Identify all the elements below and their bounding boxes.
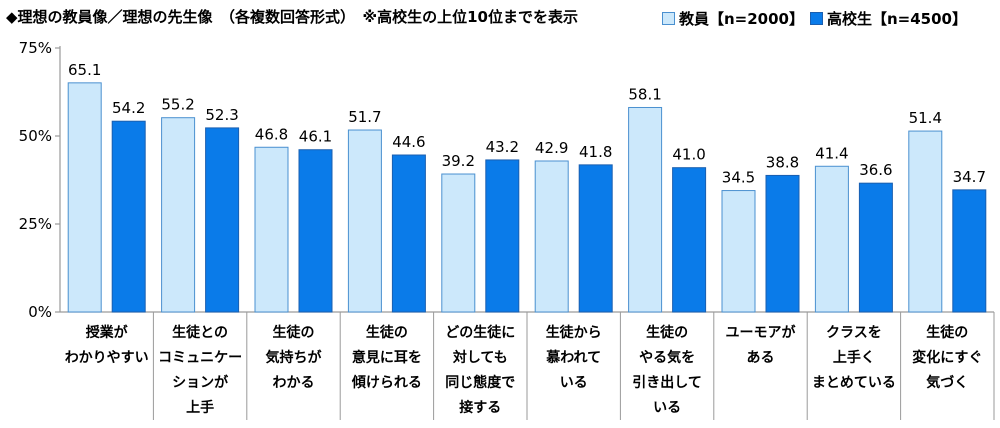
chart-title: ◆理想の教員像／理想の先生像 （各複数回答形式） ※高校生の上位10位までを表示	[6, 8, 578, 26]
category-label: 生徒との	[172, 324, 228, 341]
data-label-teacher: 42.9	[535, 139, 568, 157]
category-label: 変化にすぐ	[912, 349, 982, 366]
bar-teacher	[161, 117, 196, 313]
category-label: いる	[653, 400, 681, 416]
category-label: 授業が	[86, 324, 129, 341]
bar-teacher	[441, 173, 476, 313]
data-label-student: 36.6	[859, 161, 892, 179]
bar-student	[672, 167, 707, 313]
data-label-student: 41.8	[579, 143, 612, 161]
bar-teacher	[67, 82, 102, 313]
legend-label-student: 高校生【n=4500】	[827, 10, 967, 28]
data-label-student: 34.7	[953, 168, 986, 186]
data-label-student: 46.1	[299, 128, 332, 146]
category-label: 気持ちが	[266, 349, 323, 366]
bar-student	[952, 189, 987, 313]
bar-teacher	[534, 160, 569, 313]
category-label: わかりやすい	[65, 350, 149, 366]
y-tick-label: 75%	[19, 39, 52, 57]
bar-student	[298, 149, 333, 313]
bar-teacher	[814, 165, 849, 313]
bar-student	[205, 127, 240, 313]
category-label: ションが	[172, 374, 229, 391]
bar-teacher	[721, 190, 756, 313]
legend-swatch-teacher	[662, 12, 675, 25]
data-label-student: 41.0	[672, 146, 705, 164]
bar-student	[765, 174, 800, 313]
bar-teacher	[347, 129, 382, 313]
category-label: いる	[560, 375, 588, 391]
data-label-teacher: 51.7	[348, 108, 381, 126]
y-tick-label: 0%	[28, 303, 52, 321]
data-label-teacher: 41.4	[815, 144, 848, 162]
category-label: 引き出して	[632, 374, 702, 391]
data-label-teacher: 34.5	[722, 169, 755, 187]
data-label-student: 54.2	[112, 99, 145, 117]
legend-label-teacher: 教員【n=2000】	[679, 10, 804, 28]
bar-teacher	[908, 130, 943, 313]
bar-student	[485, 159, 520, 313]
category-label: 生徒の	[646, 324, 688, 341]
category-label: 対しても	[452, 349, 508, 366]
category-label: ある	[747, 350, 775, 366]
bar-teacher	[628, 106, 663, 313]
bar-student	[391, 154, 426, 313]
category-label: 気づく	[926, 374, 968, 391]
y-tick-label: 50%	[19, 127, 52, 145]
category-label: コミュニケー	[158, 350, 242, 366]
data-label-student: 43.2	[486, 138, 519, 156]
category-label: 上手く	[833, 349, 875, 366]
category-label: まとめている	[812, 375, 896, 391]
legend-item-teacher: 教員【n=2000】	[662, 8, 804, 29]
data-label-student: 38.8	[766, 153, 799, 171]
legend-item-student: 高校生【n=4500】	[810, 8, 967, 29]
category-label: クラスを	[826, 325, 882, 341]
bar-student	[111, 120, 146, 313]
data-label-teacher: 46.8	[255, 125, 288, 143]
data-label-teacher: 39.2	[442, 152, 475, 170]
category-label: 生徒の	[273, 324, 315, 341]
legend: 教員【n=2000】 高校生【n=4500】	[662, 8, 973, 29]
data-label-teacher: 58.1	[628, 85, 661, 103]
category-label: 同じ態度で	[445, 374, 515, 391]
category-label: どの生徒に	[445, 324, 515, 341]
category-label: わかる	[273, 375, 315, 391]
data-label-teacher: 65.1	[68, 61, 101, 79]
category-label: 意見に耳を	[352, 349, 422, 366]
data-label-student: 44.6	[392, 133, 425, 151]
data-label-teacher: 51.4	[909, 109, 942, 127]
category-label: 慕われて	[545, 349, 601, 366]
bar-teacher	[254, 146, 289, 313]
bar-student	[578, 164, 613, 313]
category-label: 生徒の	[366, 324, 408, 341]
category-label: 接する	[459, 399, 501, 416]
data-label-teacher: 55.2	[161, 96, 194, 114]
category-label: 上手	[186, 399, 214, 416]
y-tick-label: 25%	[19, 215, 52, 233]
category-label: やる気を	[639, 349, 695, 366]
category-label: 生徒から	[546, 324, 602, 341]
category-label: ユーモアが	[726, 324, 797, 341]
category-label: 生徒の	[926, 324, 968, 341]
legend-swatch-student	[810, 12, 823, 25]
category-label: 傾けられる	[351, 374, 422, 391]
bar-student	[858, 182, 893, 313]
data-label-student: 52.3	[205, 106, 238, 124]
